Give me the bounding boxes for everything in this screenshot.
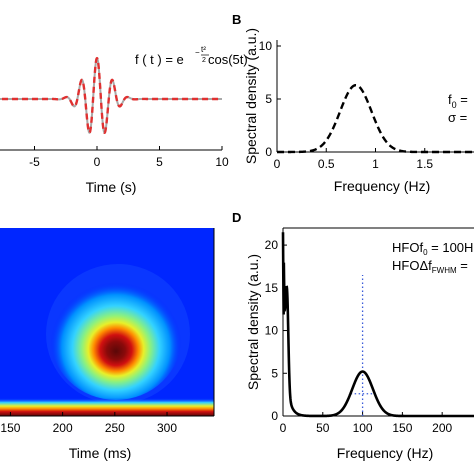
formula-exponent-sign: − [195, 48, 200, 57]
panel-a-formula: f ( t ) = e − t² 2 cos(5t) [135, 45, 248, 67]
panel-d-xtick-label: 0 [280, 421, 287, 435]
panel-a-xtick-label: 0 [94, 155, 101, 169]
panel-a-xtick-label: -5 [29, 155, 40, 169]
panel-b-annotation-f0: f0 = [448, 92, 468, 110]
panel-d-ytick-label: 15 [265, 281, 279, 295]
panel-d-ylabel: Spectral density (a.u.) [245, 254, 261, 390]
heatmap-blob [50, 272, 182, 400]
panel-c-xtick-label: 150 [0, 421, 20, 435]
panel-c-xtick-label: 250 [105, 421, 125, 435]
panel-b-xtick-label: 1 [372, 157, 379, 171]
panel-b-ytick-label: 0 [265, 145, 272, 159]
panel-d-ytick-label: 20 [265, 238, 279, 252]
panel-d-annotation-fwhm: HFOΔfFWHM = [392, 258, 468, 275]
formula-exponent-num: t² [201, 45, 206, 54]
panel-b-y-ticks: 0 5 10 [259, 39, 281, 159]
panel-d-guides [350, 275, 375, 416]
panel-a-xtick-label: 10 [215, 155, 229, 169]
panel-c-heatmap: 150 200 250 300 Time (ms) [0, 228, 215, 461]
panel-b-ytick-label: 5 [265, 92, 272, 106]
panel-d-xlabel: Frequency (Hz) [337, 445, 433, 461]
panel-d-hfo-spectrum-chart: D 0 50 100 150 200 0 5 10 15 20 Frequency (Hz) S… [232, 210, 474, 461]
formula-exponent-den: 2 [202, 57, 206, 64]
panel-d-y-ticks: 0 5 10 15 20 [265, 238, 287, 423]
panel-d-ytick-label: 5 [271, 366, 278, 380]
panel-a-x-ticks: -5 0 5 10 [29, 146, 229, 169]
panel-d-curve [281, 232, 474, 418]
panel-b-label: B [232, 12, 241, 27]
panel-c-xlabel: Time (ms) [69, 445, 131, 461]
panel-a-xlabel: Time (s) [86, 179, 137, 195]
panel-b-xtick-label: 0 [274, 157, 281, 171]
panel-b-ytick-label: 10 [259, 39, 273, 53]
svg-text:f ( t ) = e: f ( t ) = e [135, 52, 184, 67]
panel-d-x-ticks: 0 50 100 150 200 [280, 412, 452, 435]
panel-b-xtick-label: 1.5 [416, 157, 433, 171]
wavelet-gray-line [0, 57, 222, 134]
panel-d-annotation-f0: HFOf0 = 100H [392, 240, 473, 257]
panel-a-wavelet-chart: -5 0 5 10 Time (s) f ( t ) = e − t² 2 cos(5… [0, 45, 248, 195]
panel-c-xtick-label: 300 [157, 421, 177, 435]
panel-d-xtick-label: 200 [432, 421, 452, 435]
panel-b-ylabel: Spectral density (a.u.) [243, 28, 259, 164]
panel-b-spectrum-chart: B 0 0.5 1 1.5 0 5 10 Frequency (Hz) Spectral … [232, 12, 474, 194]
panel-b-xtick-label: 0.5 [318, 157, 335, 171]
formula-tail: cos(5t) [208, 52, 248, 67]
panel-d-ytick-label: 0 [271, 409, 278, 423]
panel-c-xtick-label: 200 [53, 421, 73, 435]
panel-b-xlabel: Frequency (Hz) [334, 178, 430, 194]
panel-b-x-ticks: 0 0.5 1 1.5 [274, 148, 433, 171]
panel-d-ytick-label: 10 [265, 324, 279, 338]
panel-d-xtick-label: 100 [353, 421, 373, 435]
panel-c-x-ticks: 150 200 250 300 [0, 412, 177, 435]
heatmap-bottom-band [0, 398, 214, 416]
panel-b-annotation-sigma: σ = [448, 110, 467, 125]
panel-d-xtick-label: 150 [392, 421, 412, 435]
panel-d-label: D [232, 210, 241, 225]
wavelet-red-dashed-line [0, 56, 222, 135]
panel-b-dashed-curve [277, 84, 474, 154]
formula-lhs: f ( t ) = e [135, 52, 184, 67]
panel-d-xtick-label: 50 [316, 421, 330, 435]
panel-a-xtick-label: 5 [156, 155, 163, 169]
